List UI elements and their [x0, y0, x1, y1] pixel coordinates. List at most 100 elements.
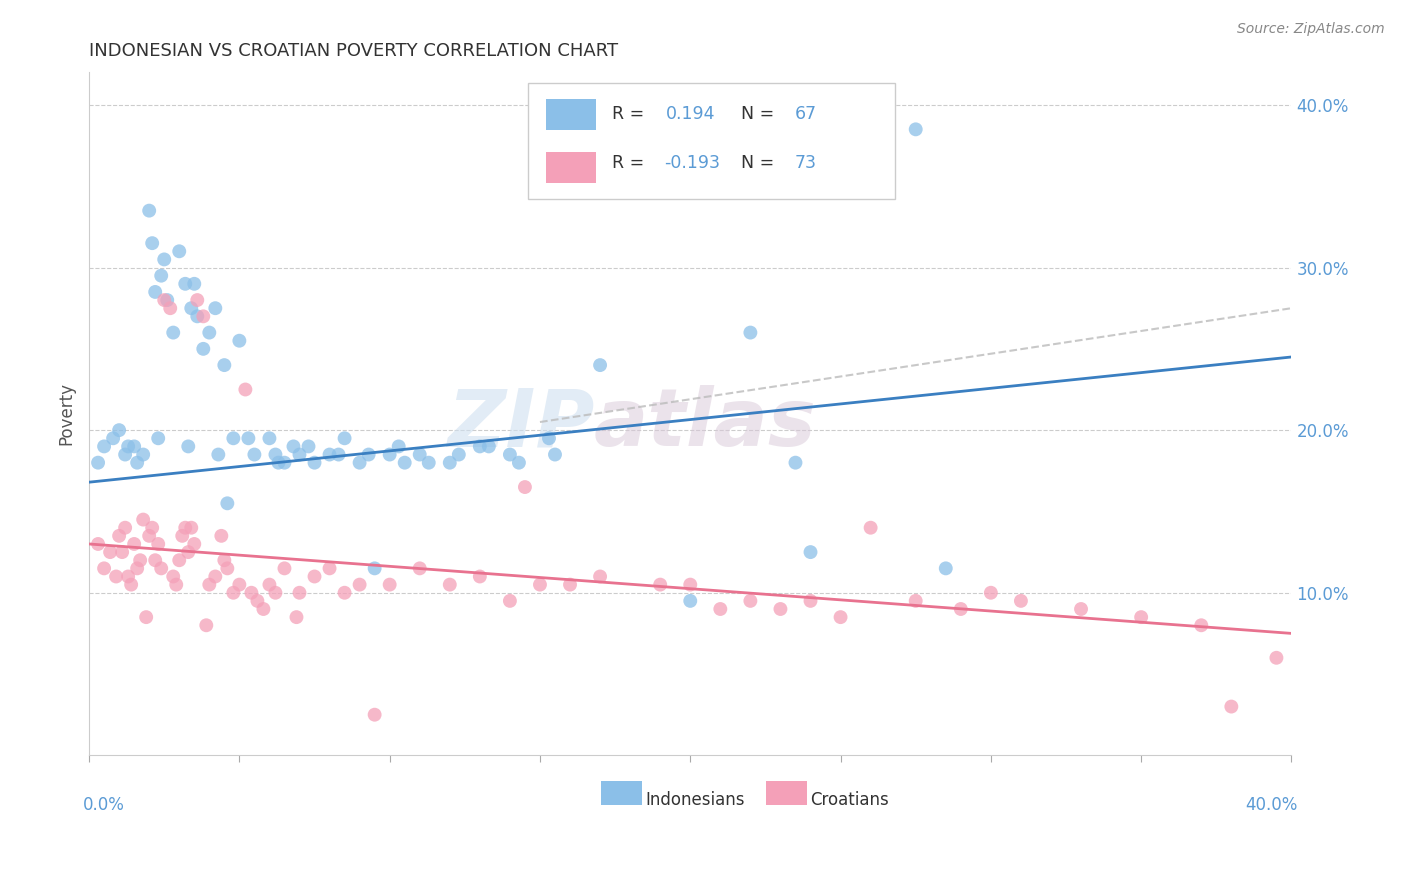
- Point: [1130, 610, 1153, 624]
- Point: [177, 545, 200, 559]
- Point: [108, 529, 131, 543]
- Point: [318, 448, 340, 462]
- Point: [165, 577, 187, 591]
- Point: [544, 448, 567, 462]
- Point: [87, 456, 110, 470]
- Point: [105, 569, 128, 583]
- Point: [114, 521, 136, 535]
- Point: [558, 577, 581, 591]
- Point: [186, 293, 208, 307]
- Point: [439, 577, 461, 591]
- Point: [949, 602, 972, 616]
- Point: [409, 561, 432, 575]
- Point: [1265, 650, 1288, 665]
- Point: [283, 439, 305, 453]
- Point: [172, 529, 194, 543]
- Point: [235, 383, 257, 397]
- Point: [285, 610, 308, 624]
- Text: 0.194: 0.194: [666, 104, 716, 122]
- Point: [150, 268, 173, 283]
- Point: [127, 561, 149, 575]
- Point: [148, 537, 170, 551]
- Point: [447, 448, 470, 462]
- Point: [167, 244, 190, 259]
- Point: [114, 448, 136, 462]
- Point: [180, 301, 202, 316]
- Point: [363, 561, 385, 575]
- Point: [378, 448, 401, 462]
- Point: [1010, 594, 1032, 608]
- Point: [238, 431, 260, 445]
- Point: [217, 496, 239, 510]
- Point: [418, 456, 440, 470]
- Point: [143, 285, 166, 299]
- Point: [468, 569, 491, 583]
- Text: atlas: atlas: [595, 385, 817, 463]
- Text: 67: 67: [794, 104, 817, 122]
- Point: [193, 310, 215, 324]
- Point: [198, 577, 221, 591]
- Point: [394, 456, 416, 470]
- Point: [904, 594, 927, 608]
- Point: [589, 569, 612, 583]
- Point: [214, 358, 236, 372]
- Point: [228, 334, 250, 348]
- Point: [378, 577, 401, 591]
- Point: [513, 480, 536, 494]
- Point: [141, 236, 163, 251]
- Text: Source: ZipAtlas.com: Source: ZipAtlas.com: [1237, 22, 1385, 37]
- Point: [304, 456, 326, 470]
- Point: [267, 456, 290, 470]
- Text: N =: N =: [741, 154, 779, 172]
- Point: [156, 293, 179, 307]
- Point: [259, 431, 281, 445]
- Point: [318, 561, 340, 575]
- Text: N =: N =: [741, 104, 779, 122]
- Point: [93, 439, 115, 453]
- Point: [228, 577, 250, 591]
- Point: [264, 586, 287, 600]
- Point: [101, 431, 124, 445]
- Point: [153, 252, 176, 267]
- Point: [117, 439, 139, 453]
- Point: [1189, 618, 1212, 632]
- Point: [204, 569, 226, 583]
- Point: [468, 439, 491, 453]
- Point: [87, 537, 110, 551]
- Text: -0.193: -0.193: [664, 154, 720, 172]
- Point: [122, 439, 145, 453]
- Point: [240, 586, 263, 600]
- FancyBboxPatch shape: [527, 83, 894, 199]
- Point: [153, 293, 176, 307]
- Point: [859, 521, 882, 535]
- Point: [904, 122, 927, 136]
- Point: [98, 545, 121, 559]
- Text: ZIP: ZIP: [447, 385, 595, 463]
- Point: [799, 545, 821, 559]
- Point: [174, 277, 197, 291]
- Point: [108, 423, 131, 437]
- Text: R =: R =: [612, 104, 650, 122]
- Point: [167, 553, 190, 567]
- Point: [209, 529, 232, 543]
- Point: [138, 529, 160, 543]
- Point: [120, 577, 142, 591]
- Text: 73: 73: [794, 154, 817, 172]
- Point: [150, 561, 173, 575]
- Point: [193, 342, 215, 356]
- Point: [259, 577, 281, 591]
- Point: [186, 310, 208, 324]
- Point: [333, 586, 356, 600]
- Point: [288, 586, 311, 600]
- Point: [127, 456, 149, 470]
- Y-axis label: Poverty: Poverty: [58, 383, 75, 445]
- Point: [769, 602, 792, 616]
- Point: [537, 431, 560, 445]
- Point: [273, 561, 295, 575]
- Point: [679, 594, 702, 608]
- Point: [214, 553, 236, 567]
- FancyBboxPatch shape: [546, 152, 596, 183]
- Point: [141, 521, 163, 535]
- Point: [328, 448, 350, 462]
- Text: INDONESIAN VS CROATIAN POVERTY CORRELATION CHART: INDONESIAN VS CROATIAN POVERTY CORRELATI…: [89, 42, 619, 60]
